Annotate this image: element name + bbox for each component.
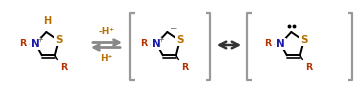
Text: R: R [181,63,188,72]
Text: N: N [276,39,285,49]
Text: -H⁺: -H⁺ [99,27,114,36]
Text: R: R [264,39,271,48]
Text: R: R [140,39,147,48]
Text: N: N [152,39,161,49]
Text: R: R [60,63,67,72]
Text: H: H [43,17,51,27]
Text: N: N [31,39,40,49]
Text: +: + [36,35,42,44]
Text: H⁺: H⁺ [100,54,113,63]
Text: S: S [176,35,184,45]
Text: +: + [157,35,163,44]
Text: S: S [55,35,62,45]
Text: −: − [169,23,176,32]
Text: R: R [305,63,312,72]
Text: S: S [300,35,307,45]
Text: R: R [19,39,26,48]
